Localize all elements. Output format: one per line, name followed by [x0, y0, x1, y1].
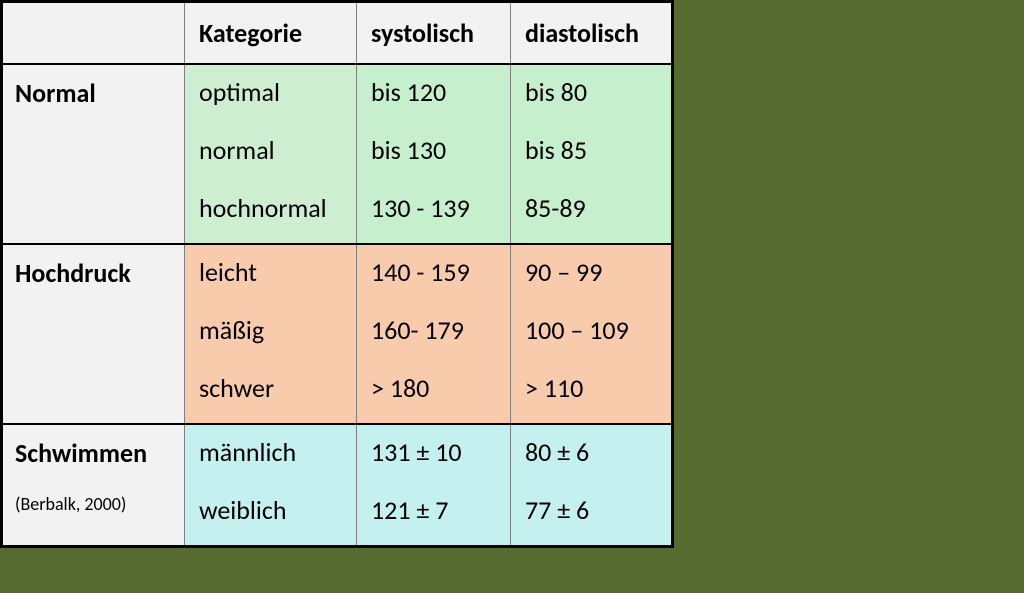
val: 85-89 — [525, 195, 659, 221]
section-hochdruck: Hochdruck leicht mäßig schwer 140 - 159 … — [2, 244, 673, 424]
header-kategorie: Kategorie — [185, 2, 357, 65]
val: normal — [199, 137, 344, 163]
cell-normal-systolisch: bis 120 bis 130 130 - 139 — [357, 64, 511, 244]
rowlabel-normal: Normal — [2, 64, 185, 244]
val: hochnormal — [199, 195, 344, 221]
bp-table: Kategorie systolisch diastolisch Normal … — [0, 0, 674, 548]
cell-normal-diastolisch: bis 80 bis 85 85-89 — [511, 64, 673, 244]
cell-schwimmen-diastolisch: 80 ± 6 77 ± 6 — [511, 424, 673, 547]
header-systolisch: systolisch — [357, 2, 511, 65]
val: > 110 — [525, 375, 659, 401]
header-diastolisch: diastolisch — [511, 2, 673, 65]
rowlabel-hochdruck-text: Hochdruck — [15, 257, 174, 289]
val: bis 130 — [371, 137, 498, 163]
val: leicht — [199, 259, 344, 285]
val: weiblich — [199, 497, 344, 523]
val: bis 85 — [525, 137, 659, 163]
stage: Kategorie systolisch diastolisch Normal … — [0, 0, 1024, 593]
rowlabel-schwimmen-text: Schwimmen — [15, 437, 174, 469]
val: 100 – 109 — [525, 317, 659, 343]
val: schwer — [199, 375, 344, 401]
cell-hochdruck-systolisch: 140 - 159 160- 179 > 180 — [357, 244, 511, 424]
cell-schwimmen-kategorie: männlich weiblich — [185, 424, 357, 547]
val: 90 – 99 — [525, 259, 659, 285]
val: bis 80 — [525, 79, 659, 105]
val: 131 ± 10 — [371, 439, 498, 465]
rowlabel-schwimmen-sub: (Berbalk, 2000) — [15, 493, 174, 515]
cell-hochdruck-diastolisch: 90 – 99 100 – 109 > 110 — [511, 244, 673, 424]
val: > 180 — [371, 375, 498, 401]
header-empty — [2, 2, 185, 65]
rowlabel-normal-text: Normal — [15, 77, 174, 109]
cell-normal-kategorie: optimal normal hochnormal — [185, 64, 357, 244]
rowlabel-schwimmen: Schwimmen (Berbalk, 2000) — [2, 424, 185, 547]
header-row: Kategorie systolisch diastolisch — [2, 2, 673, 65]
section-schwimmen: Schwimmen (Berbalk, 2000) männlich weibl… — [2, 424, 673, 547]
rowlabel-hochdruck: Hochdruck — [2, 244, 185, 424]
val: 140 - 159 — [371, 259, 498, 285]
val: mäßig — [199, 317, 344, 343]
val: 130 - 139 — [371, 195, 498, 221]
section-normal: Normal optimal normal hochnormal bis 120… — [2, 64, 673, 244]
val: 80 ± 6 — [525, 439, 659, 465]
cell-schwimmen-systolisch: 131 ± 10 121 ± 7 — [357, 424, 511, 547]
val: männlich — [199, 439, 344, 465]
val: 160- 179 — [371, 317, 498, 343]
val: optimal — [199, 79, 344, 105]
cell-hochdruck-kategorie: leicht mäßig schwer — [185, 244, 357, 424]
val: 121 ± 7 — [371, 497, 498, 523]
val: bis 120 — [371, 79, 498, 105]
val: 77 ± 6 — [525, 497, 659, 523]
